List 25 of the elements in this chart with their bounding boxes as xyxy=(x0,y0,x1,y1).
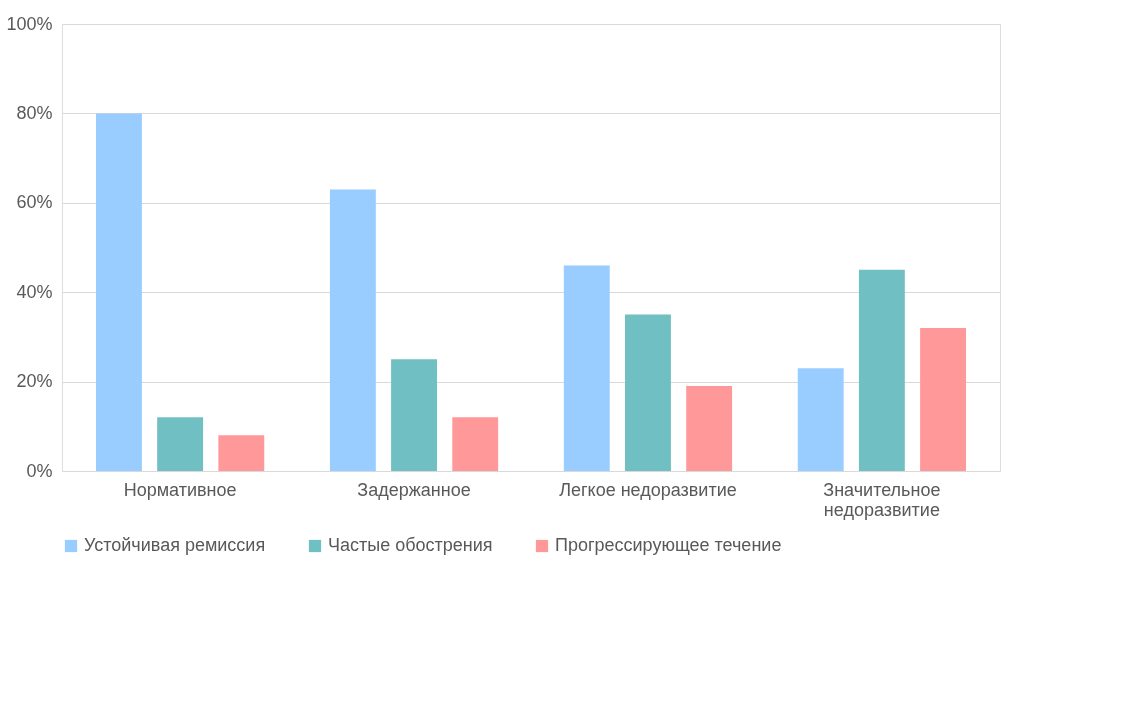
bar xyxy=(96,113,142,471)
bar xyxy=(625,314,671,471)
y-tick-label: 0% xyxy=(26,460,53,481)
bar xyxy=(797,368,844,471)
bar xyxy=(329,189,376,471)
y-tick-label: 40% xyxy=(16,281,53,302)
y-tick-label: 80% xyxy=(16,102,53,123)
legend-label: Прогрессирующее течение xyxy=(555,535,782,555)
x-tick-label: Легкое недоразвитие xyxy=(559,479,737,500)
y-tick-label: 20% xyxy=(16,371,53,392)
x-tick-label: Нормативное xyxy=(123,479,237,500)
bar xyxy=(391,359,437,471)
x-tick-label: Значительное недоразвитие xyxy=(823,479,941,520)
bar xyxy=(920,327,966,471)
legend-label: Частые обострения xyxy=(328,535,493,555)
bar xyxy=(858,269,905,471)
y-tick-label: 100% xyxy=(6,13,53,34)
bar xyxy=(452,417,499,471)
bar xyxy=(563,265,610,471)
bar xyxy=(157,417,204,471)
y-tick-label: 60% xyxy=(16,192,53,213)
legend-label: Устойчивая ремиссия xyxy=(84,535,266,555)
bar xyxy=(218,435,265,471)
bar xyxy=(686,386,733,471)
x-tick-label: Задержанное xyxy=(357,479,471,500)
